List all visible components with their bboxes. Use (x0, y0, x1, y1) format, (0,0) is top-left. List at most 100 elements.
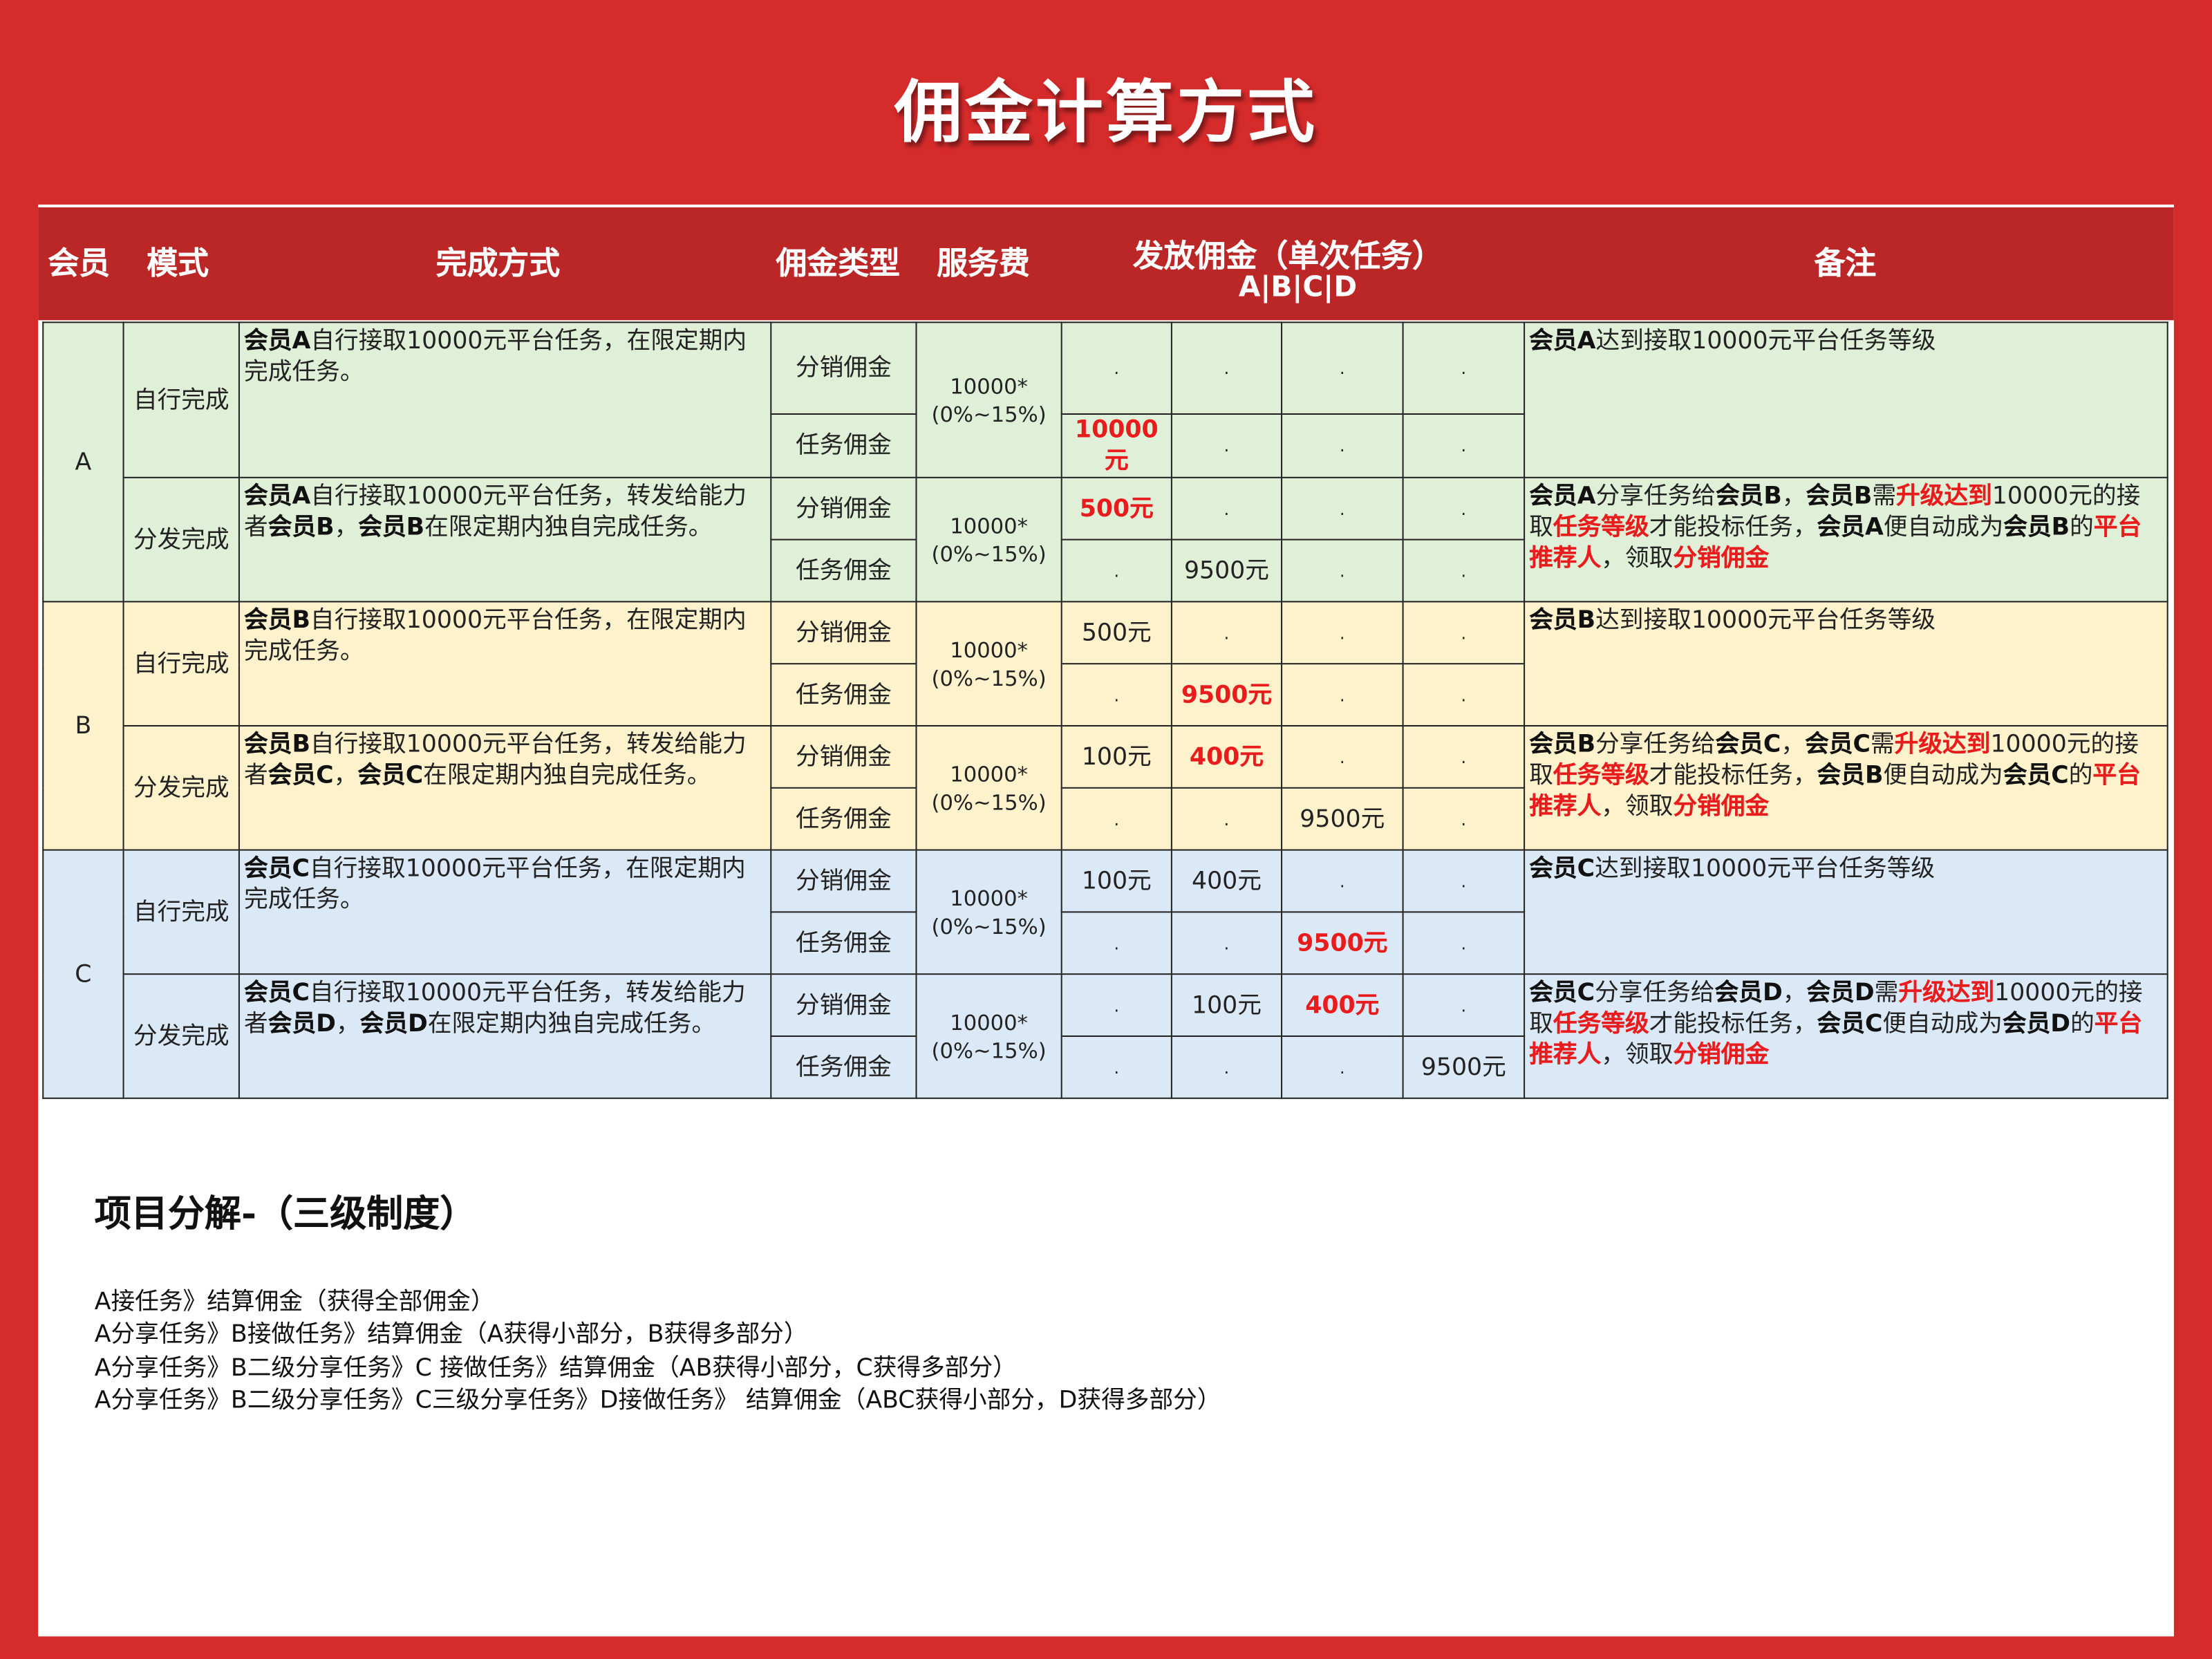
note-cell: 会员C分享任务给会员D，会员D需升级达到10000元的接取任务等级才能投标任务，… (1524, 973, 2168, 1099)
note-text: 会员B (1715, 482, 1782, 511)
mode-cell: 自行完成 (122, 849, 240, 975)
service-fee-text: (0%~15%) (931, 789, 1047, 815)
commission-type-cell: 分销佣金 (770, 321, 917, 415)
payout-cell-a: 500元 (1060, 601, 1172, 665)
commission-type-cell: 任务佣金 (770, 538, 917, 603)
payout-cell-c: . (1281, 601, 1404, 665)
commission-table: A 自行完成 会员A自行接取10000元平台任务，在限定期内完成任务。 分销佣金 100… (42, 321, 2168, 1099)
payout-cell-d: . (1402, 601, 1526, 665)
service-fee-text: (0%~15%) (931, 541, 1047, 567)
payout-cell-d: . (1402, 849, 1526, 913)
header-mode: 模式 (147, 247, 209, 283)
payout-cell-c: 9500元 (1281, 787, 1404, 851)
note-text: 会员A (1529, 482, 1596, 511)
note-text: ， (1781, 731, 1806, 759)
service-fee-text: (0%~15%) (931, 401, 1047, 427)
note-text: 便自动成为 (1883, 513, 2004, 542)
payout-cell-d: . (1402, 787, 1526, 851)
page-title: 佣金计算方式 (894, 73, 1318, 153)
payout-cell-a: . (1060, 538, 1172, 603)
note-text: 升级达到 (1894, 731, 1991, 759)
header-service-fee: 服务费 (937, 247, 1030, 283)
commission-type-cell: 分销佣金 (770, 849, 917, 913)
note-text: 会员B (1529, 731, 1596, 759)
payout-cell-b: . (1170, 1035, 1283, 1099)
note-text: 10000元的接取 (1529, 979, 2143, 1039)
note-text: 分销佣金 (1673, 1041, 1770, 1069)
service-fee-text: 10000* (950, 885, 1028, 911)
note-text: 会员C (1529, 854, 1595, 883)
note-cell: 会员B达到接取10000元平台任务等级 (1524, 601, 2168, 727)
note-text: 会员C (1529, 979, 1595, 1008)
service-fee-text: 10000* (950, 373, 1028, 399)
method-text: 会员B (244, 731, 310, 759)
payout-cell-a: 100元 (1060, 849, 1172, 913)
service-fee-cell: 10000* (0%~15%) (915, 973, 1062, 1099)
note-text: 才能投标任务， (1649, 762, 1817, 790)
note-text: 升级达到 (1898, 979, 1995, 1008)
note-text: 分享任务给 (1595, 731, 1716, 759)
header-notes: 备注 (1814, 247, 1877, 283)
method-text: 会员B (358, 513, 425, 542)
note-cell: 会员B分享任务给会员C，会员C需升级达到10000元的接取任务等级才能投标任务，… (1524, 724, 2168, 851)
method-text: 会员C (357, 762, 424, 790)
method-cell: 会员B自行接取10000元平台任务，转发给能力者会员C，会员C在限定期内独自完成… (238, 724, 772, 851)
note-text: 会员D (2002, 1010, 2071, 1039)
payout-cell-d: . (1402, 321, 1526, 415)
member-cell: B (42, 601, 124, 851)
service-fee-cell: 10000* (0%~15%) (915, 321, 1062, 478)
commission-type-cell: 任务佣金 (770, 413, 917, 478)
note-text: 会员C (1805, 731, 1871, 759)
note-text: 平台推荐人 (1529, 1010, 2143, 1069)
header-payout-sub: A|B|C|D (1238, 269, 1358, 303)
method-text: 会员A (244, 482, 311, 511)
commission-type-cell: 分销佣金 (770, 724, 917, 789)
table-row: A 自行完成 会员A自行接取10000元平台任务，在限定期内完成任务。 分销佣金 100… (42, 321, 2168, 603)
service-fee-text: (0%~15%) (931, 1038, 1047, 1063)
table-row: B 自行完成 会员B自行接取10000元平台任务，在限定期内完成任务。 分销佣金 100… (42, 601, 2168, 851)
member-cell: C (42, 849, 124, 1099)
method-cell: 会员C自行接取10000元平台任务，转发给能力者会员D，会员D在限定期内独自完成… (238, 973, 772, 1099)
note-text: 的 (2070, 513, 2094, 542)
payout-cell-b: . (1170, 601, 1283, 665)
service-fee-cell: 10000* (0%~15%) (915, 601, 1062, 727)
method-text: 自行接取10000元平台任务，转发给能力者 (244, 979, 746, 1039)
note-text: 会员B (1529, 606, 1596, 635)
method-text: 会员C (244, 979, 310, 1008)
table-row: 分发完成 会员A自行接取10000元平台任务，转发给能力者会员B，会员B在限定期内… (43, 476, 2168, 603)
note-text: 平台推荐人 (1529, 762, 2141, 821)
method-text: 会员A (244, 327, 311, 356)
payout-cell-c: . (1281, 724, 1404, 789)
note-text: 才能投标任务， (1649, 513, 1817, 542)
payout-cell-b: 9500元 (1170, 538, 1283, 603)
note-text: 10000元的接取 (1529, 731, 2139, 790)
note-text: 升级达到 (1896, 482, 1992, 511)
payout-cell-a: 100元 (1060, 724, 1172, 789)
payout-cell-a: . (1060, 1035, 1172, 1099)
note-text: 达到接取10000元平台任务等级 (1595, 854, 1936, 883)
note-cell: 会员C达到接取10000元平台任务等级 (1524, 849, 2168, 975)
method-cell: 会员A自行接取10000元平台任务，转发给能力者会员B，会员B在限定期内独自完成… (238, 476, 772, 603)
note-text: 的 (2070, 1010, 2094, 1039)
payout-cell-b: . (1170, 787, 1283, 851)
service-fee-text: 10000* (950, 1009, 1028, 1035)
method-text: 会员D (359, 1010, 428, 1039)
table-row: 分发完成 会员C自行接取10000元平台任务，转发给能力者会员D，会员D在限定期内… (43, 973, 2168, 1099)
commission-type-cell: 分销佣金 (770, 601, 917, 665)
note-text: ， (1782, 979, 1807, 1008)
service-fee-text: (0%~15%) (931, 913, 1047, 939)
breakdown-title: 项目分解-（三级制度） (94, 1193, 477, 1236)
method-text: 自行接取10000元平台任务，转发给能力者 (244, 482, 747, 542)
payout-cell-d: . (1402, 911, 1526, 975)
note-text: 会员B (2003, 513, 2070, 542)
payout-cell-b: . (1170, 413, 1283, 478)
note-text: ，领取 (1601, 1041, 1674, 1069)
payout-cell-b: . (1170, 321, 1283, 415)
payout-cell-d: . (1402, 538, 1526, 603)
note-text: 会员B (1806, 482, 1873, 511)
note-text: 平台推荐人 (1529, 513, 2142, 573)
note-text: 分销佣金 (1673, 544, 1770, 573)
note-text: 会员C (1715, 731, 1781, 759)
method-text: ， (333, 762, 358, 790)
method-text: 会员D (268, 1010, 336, 1039)
